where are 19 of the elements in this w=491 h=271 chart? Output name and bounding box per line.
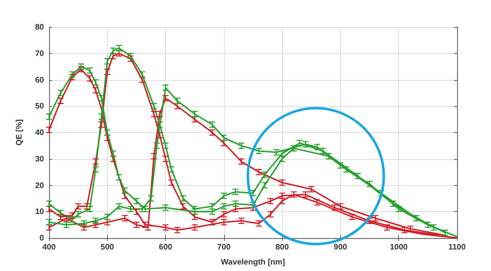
x-axis-title: Wavelength [nm] — [220, 258, 286, 266]
y-tick-label: 50 — [35, 102, 45, 111]
x-tick-label: 600 — [158, 242, 173, 252]
y-tick-label: 60 — [35, 75, 45, 84]
y-tick-label: 0 — [40, 234, 45, 242]
y-tick-label: 80 — [35, 22, 45, 32]
x-tick-label: 1100 — [448, 242, 466, 252]
y-tick-label: 30 — [35, 154, 45, 164]
x-tick-label: 800 — [275, 242, 290, 252]
y-axis-title: QE [%] — [14, 119, 24, 146]
y-tick-label: 20 — [35, 180, 45, 190]
y-tick-label: 40 — [35, 128, 45, 137]
x-tick-label: 900 — [334, 242, 348, 252]
y-tick-label: 10 — [35, 207, 45, 216]
x-tick-label: 1000 — [390, 242, 408, 252]
y-tick-label: 70 — [35, 48, 45, 58]
x-tick-label: 400 — [42, 242, 56, 252]
x-tick-label: 700 — [217, 242, 232, 252]
x-tick-label: 500 — [100, 242, 115, 252]
